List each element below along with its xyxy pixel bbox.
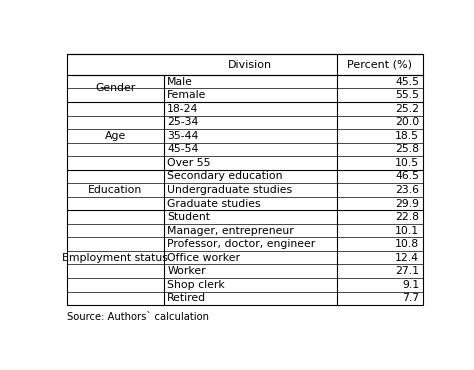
Text: 18-24: 18-24 bbox=[167, 104, 199, 114]
Text: Employment status: Employment status bbox=[62, 253, 168, 263]
Text: Education: Education bbox=[88, 185, 142, 195]
Text: 10.8: 10.8 bbox=[395, 239, 419, 249]
Text: 45.5: 45.5 bbox=[395, 77, 419, 87]
Text: 46.5: 46.5 bbox=[395, 171, 419, 181]
Text: Gender: Gender bbox=[95, 83, 135, 94]
Text: Retired: Retired bbox=[167, 293, 206, 303]
Text: 22.8: 22.8 bbox=[395, 212, 419, 222]
Text: 10.1: 10.1 bbox=[395, 226, 419, 236]
Text: Over 55: Over 55 bbox=[167, 158, 210, 168]
Text: Office worker: Office worker bbox=[167, 253, 240, 263]
Text: Source: Authors` calculation: Source: Authors` calculation bbox=[66, 312, 209, 322]
Text: 35-44: 35-44 bbox=[167, 131, 199, 141]
Text: 18.5: 18.5 bbox=[395, 131, 419, 141]
Text: 45-54: 45-54 bbox=[167, 144, 199, 154]
Text: 25.8: 25.8 bbox=[395, 144, 419, 154]
Text: 25.2: 25.2 bbox=[395, 104, 419, 114]
Text: Division: Division bbox=[228, 60, 272, 70]
Text: 10.5: 10.5 bbox=[395, 158, 419, 168]
Text: Professor, doctor, engineer: Professor, doctor, engineer bbox=[167, 239, 315, 249]
Bar bbox=[66, 54, 423, 305]
Text: 27.1: 27.1 bbox=[395, 266, 419, 276]
Text: Worker: Worker bbox=[167, 266, 206, 276]
Text: Shop clerk: Shop clerk bbox=[167, 280, 225, 290]
Text: 25-34: 25-34 bbox=[167, 117, 199, 127]
Text: 9.1: 9.1 bbox=[402, 280, 419, 290]
Text: 29.9: 29.9 bbox=[395, 199, 419, 209]
Text: Male: Male bbox=[167, 77, 193, 87]
Text: Manager, entrepreneur: Manager, entrepreneur bbox=[167, 226, 294, 236]
Text: Graduate studies: Graduate studies bbox=[167, 199, 261, 209]
Text: 55.5: 55.5 bbox=[395, 90, 419, 100]
Text: 23.6: 23.6 bbox=[395, 185, 419, 195]
Text: Percent (%): Percent (%) bbox=[347, 60, 412, 70]
Text: Age: Age bbox=[104, 131, 126, 141]
Text: Female: Female bbox=[167, 90, 207, 100]
Text: 12.4: 12.4 bbox=[395, 253, 419, 263]
Text: 7.7: 7.7 bbox=[402, 293, 419, 303]
Text: Student: Student bbox=[167, 212, 210, 222]
Text: 20.0: 20.0 bbox=[395, 117, 419, 127]
Text: Secondary education: Secondary education bbox=[167, 171, 283, 181]
Text: Undergraduate studies: Undergraduate studies bbox=[167, 185, 292, 195]
